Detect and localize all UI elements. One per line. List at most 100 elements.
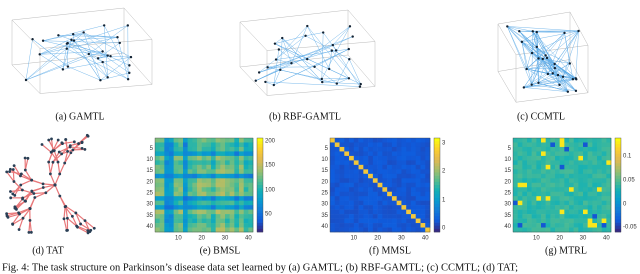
heat-cell (206, 196, 212, 201)
heat-cell (573, 191, 579, 197)
edge (66, 48, 129, 80)
heat-cell (353, 142, 359, 148)
heat-cell (597, 142, 602, 148)
heat-cell (353, 205, 359, 210)
heat-cell (536, 173, 542, 179)
heat-cell (330, 142, 336, 148)
heat-cell (573, 178, 579, 184)
heat-cell (358, 164, 364, 170)
node (72, 32, 75, 36)
tree-edge (70, 146, 83, 149)
heat-cell (513, 191, 518, 197)
tree-node (11, 192, 15, 196)
heat-cell (387, 218, 393, 224)
tree-node (9, 190, 12, 193)
heat-cell (211, 209, 216, 215)
edge (562, 63, 571, 77)
edge (314, 48, 349, 68)
heat-cell (358, 218, 364, 224)
heat-cell (197, 205, 202, 210)
edge (531, 31, 534, 85)
heat-cell (372, 146, 378, 152)
heat-cell (410, 173, 417, 179)
heat-cell (601, 182, 607, 188)
heat-cell (248, 173, 254, 179)
heat-cell (368, 200, 374, 206)
edge (307, 25, 350, 79)
heat-cell (353, 169, 359, 175)
heat-cell (187, 182, 193, 188)
heat-cell (155, 191, 160, 197)
heat-cell (391, 155, 397, 161)
heat-cell (229, 187, 235, 193)
heat-cell (215, 138, 221, 143)
heat-cell (569, 223, 574, 228)
heat-cell (353, 218, 359, 224)
heat-cell (178, 146, 184, 152)
heat-cell (382, 155, 388, 161)
heat-cell (159, 200, 165, 206)
heat-cell (363, 200, 369, 206)
heat-cell (178, 218, 184, 224)
heat-cell (391, 209, 397, 215)
colorbar-label: -0.05 (623, 225, 637, 231)
edge (546, 30, 579, 59)
heat-cell (583, 142, 588, 148)
tree-edge (45, 184, 56, 194)
heat-cell (601, 200, 607, 206)
tree-node (23, 199, 27, 203)
node (57, 34, 60, 37)
heat-cell (541, 209, 546, 215)
heat-cell (248, 169, 254, 175)
heat-cell (248, 214, 254, 219)
edge (62, 56, 132, 70)
heat-cell (211, 178, 216, 184)
heat-cell (330, 178, 336, 184)
heat-cell (425, 142, 431, 148)
heat-cell (353, 155, 359, 161)
heat-cell (387, 214, 393, 219)
heat-cell (592, 182, 598, 188)
heat-cell (415, 218, 421, 224)
heat-cell (406, 164, 412, 170)
heat-cell (192, 138, 198, 143)
edge (336, 78, 349, 84)
heat-cell (197, 196, 202, 201)
y-tick-label: 10 (146, 157, 153, 163)
heat-cell (583, 155, 588, 161)
heat-cell (164, 160, 170, 166)
heat-cell (220, 173, 226, 179)
heat-cell (536, 169, 542, 175)
heat-cell (211, 160, 216, 166)
node (254, 79, 257, 82)
heat-cell (406, 178, 412, 184)
heat-cell (234, 151, 240, 157)
heat-cell (215, 169, 221, 175)
heat-cell (606, 187, 612, 193)
heat-cell (541, 138, 546, 143)
node (87, 52, 90, 56)
colorbar-cell (257, 197, 263, 201)
heat-cell (377, 173, 383, 179)
heat-cell (234, 205, 240, 210)
heat-cell (372, 182, 378, 188)
heat-cell (173, 205, 179, 210)
heat-cell (225, 142, 230, 148)
heat-cell (211, 191, 216, 197)
caption: (g) MTRL (545, 245, 587, 256)
heat-cell (220, 151, 226, 157)
heat-cell (396, 223, 402, 228)
heat-cell (531, 227, 537, 233)
heat-cell (363, 173, 369, 179)
heat-cell (597, 138, 602, 143)
edge (331, 50, 361, 85)
heat-cell (169, 160, 174, 166)
heat-cell (187, 196, 193, 201)
heat-cell (358, 200, 364, 206)
heat-cell (531, 169, 537, 175)
heat-cell (513, 138, 518, 143)
heat-cell (569, 187, 574, 193)
heat-cell (601, 191, 607, 197)
heat-cell (155, 169, 160, 175)
